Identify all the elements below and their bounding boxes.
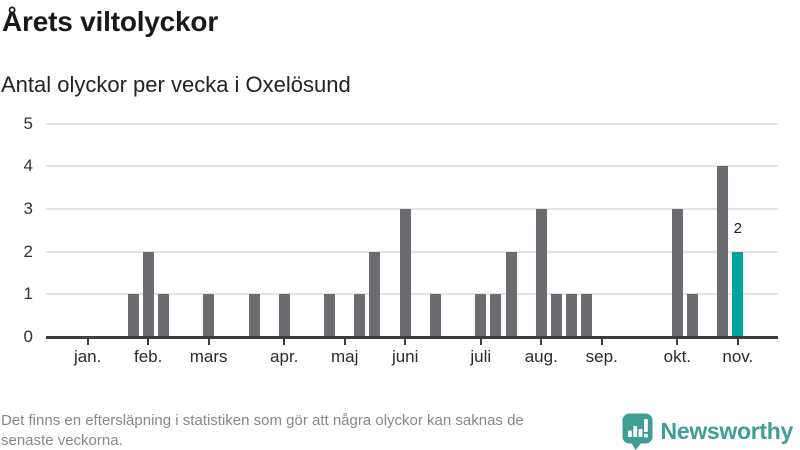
y-axis-label-1: 1 — [23, 284, 33, 304]
footnote: Det finns en eftersläpning i statistiken… — [1, 411, 641, 450]
bar-week-30 — [475, 294, 487, 336]
bar-week-20 — [324, 294, 336, 336]
y-axis-label-0: 0 — [23, 327, 33, 346]
y-axis-label-5: 5 — [23, 113, 33, 133]
gridline-y-2 — [46, 250, 778, 253]
x-axis-label-juli: juli — [470, 347, 492, 366]
x-axis-label-aug: aug. — [524, 347, 558, 366]
bar-value-annotation: 2 — [733, 219, 742, 237]
gridline-y-3 — [46, 207, 778, 210]
bar-week-32 — [505, 251, 517, 336]
x-tick-maj — [343, 338, 346, 345]
newsworthy-wordmark: Newsworthy — [660, 418, 794, 444]
x-axis-label-sep: sep. — [585, 347, 618, 366]
bar-week-46 — [717, 166, 729, 336]
x-tick-nov — [736, 338, 739, 345]
gridline-y-1 — [46, 293, 778, 296]
x-axis-label-okt: okt. — [663, 347, 692, 366]
bar-week-34 — [535, 208, 547, 336]
bar-week-9 — [157, 294, 169, 336]
x-axis-label-jan: jan. — [73, 347, 102, 366]
bar-week-31 — [490, 294, 502, 336]
x-tick-mars — [207, 338, 210, 345]
bar-week-25 — [399, 208, 411, 336]
x-axis-label-apr: apr. — [270, 347, 299, 366]
x-tick-jan — [86, 338, 89, 345]
bar-week-23 — [369, 251, 381, 336]
chart-subtitle: Antal olyckor per vecka i Oxelösund — [1, 72, 351, 97]
newsworthy-brand: Newsworthy — [622, 413, 793, 450]
bar-week-35 — [550, 294, 562, 336]
footnote-line-1: Det finns en eftersläpning i statistiken… — [1, 412, 524, 429]
x-axis-line — [46, 335, 778, 339]
bar-week-8 — [142, 251, 154, 336]
gridline-y-5 — [46, 122, 778, 125]
gridline-y-4 — [46, 165, 778, 168]
y-axis-label-2: 2 — [23, 241, 33, 261]
x-tick-apr — [283, 338, 286, 345]
y-axis-label-4: 4 — [23, 156, 33, 176]
y-axis-label-3: 3 — [23, 198, 33, 218]
page-title: Årets viltolyckor — [2, 6, 219, 37]
x-tick-feb — [147, 338, 150, 345]
x-axis-label-nov: nov. — [722, 347, 754, 366]
x-tick-juli — [479, 338, 482, 345]
x-axis-label-maj: maj — [331, 347, 359, 366]
x-tick-okt — [676, 338, 679, 345]
bar-week-36 — [566, 294, 578, 336]
bar-week-12 — [203, 294, 215, 336]
x-tick-aug — [540, 338, 543, 345]
x-tick-sep — [600, 338, 603, 345]
bar-week-47-highlight — [732, 251, 744, 336]
bar-week-7 — [127, 294, 139, 336]
footnote-line-2: senaste veckorna. — [1, 431, 123, 449]
bar-week-37 — [581, 294, 593, 336]
bar-week-22 — [354, 294, 366, 336]
x-tick-juni — [404, 338, 407, 345]
x-axis-label-juni: juni — [391, 347, 419, 366]
bar-week-43 — [671, 208, 683, 336]
bar-week-15 — [248, 294, 260, 336]
bar-week-17 — [278, 294, 290, 336]
newsworthy-logo-icon — [622, 413, 653, 450]
bar-week-44 — [686, 294, 698, 336]
x-axis-label-mars: mars — [189, 347, 228, 366]
bar-week-27 — [429, 294, 441, 336]
x-axis-label-feb: feb. — [133, 347, 163, 366]
